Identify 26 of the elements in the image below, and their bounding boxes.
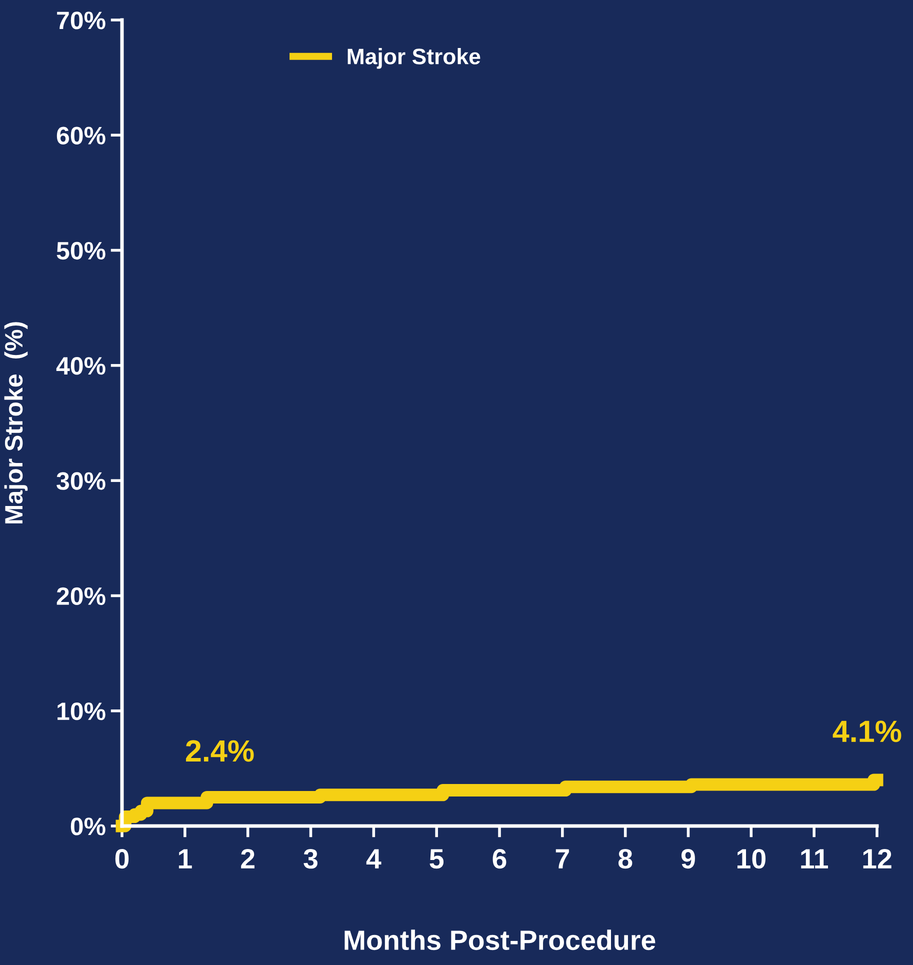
y-tick-label: 30% — [56, 472, 106, 490]
y-tick-label: 70% — [57, 12, 106, 30]
x-tick-label: 12 — [863, 848, 892, 868]
x-tick-label: 6 — [492, 848, 506, 869]
x-tick-label: 8 — [618, 848, 632, 869]
y-axis-title: Major Stroke (%) — [4, 322, 28, 524]
annotation: 2.4% — [186, 740, 254, 762]
y-tick-label: 10% — [58, 702, 106, 720]
x-tick-label: 10 — [737, 848, 766, 869]
x-tick-label: 1 — [178, 849, 192, 868]
x-tick-label: 7 — [556, 849, 569, 868]
y-tick-label: 50% — [56, 242, 106, 260]
y-tick-label: 0% — [70, 818, 106, 836]
x-tick-label: 3 — [304, 848, 318, 869]
x-tick-label: 2 — [241, 848, 254, 868]
y-tick-label: 60% — [56, 126, 106, 144]
x-tick-label: 11 — [801, 849, 828, 868]
x-tick-label: 0 — [115, 848, 129, 869]
x-tick-label: 5 — [430, 849, 444, 869]
annotation: 4.1% — [832, 720, 902, 742]
y-tick-label: 20% — [56, 587, 106, 606]
legend-label: Major Stroke — [348, 48, 480, 69]
x-tick-label: 9 — [681, 848, 695, 869]
x-axis-title: Months Post-Procedure — [344, 930, 656, 950]
x-tick-label: 4 — [366, 849, 382, 868]
y-tick-label: 40% — [56, 357, 106, 375]
